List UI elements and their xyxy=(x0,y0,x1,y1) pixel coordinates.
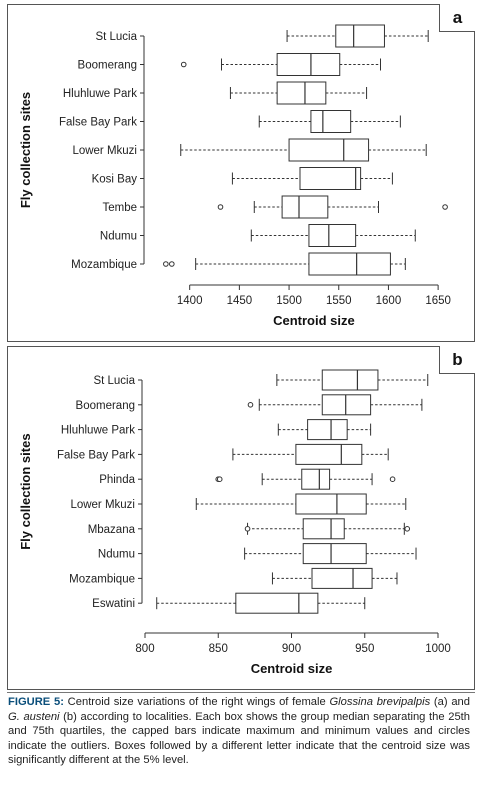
x-tick-label: 1500 xyxy=(276,295,302,307)
y-tick-label: Mozambique xyxy=(69,573,135,585)
caption-species-2: G. austeni xyxy=(8,710,60,723)
iqr-box xyxy=(295,493,367,515)
iqr-box xyxy=(302,543,367,565)
outlier-point xyxy=(389,476,396,482)
outlier-point xyxy=(247,402,254,408)
x-tick-label: 800 xyxy=(135,643,154,655)
caption-divider xyxy=(7,692,475,693)
x-tick-label: 1650 xyxy=(425,295,451,307)
iqr-box xyxy=(299,167,362,190)
x-tick-label: 1450 xyxy=(227,295,253,307)
iqr-box xyxy=(307,419,348,441)
iqr-box xyxy=(295,443,363,465)
outlier-point xyxy=(244,526,251,532)
iqr-box xyxy=(301,468,331,490)
y-tick-label: Eswatini xyxy=(92,598,135,610)
panel-letter-a: a xyxy=(439,4,475,32)
y-axis-title: Fly collection sites xyxy=(18,92,33,208)
caption-text-1: Centroid size variations of the right wi… xyxy=(63,696,330,708)
x-tick-label: 1550 xyxy=(326,295,352,307)
y-tick-label: False Bay Park xyxy=(59,117,137,129)
boxplot-chart-a: St Lucia Boomerang Hluhluwe Park False Bay … xyxy=(18,24,451,328)
x-axis-title: Centroid size xyxy=(273,313,355,328)
y-tick-label: Mbazana xyxy=(88,524,136,536)
iqr-box xyxy=(335,24,385,48)
caption-text-2: (a) and xyxy=(430,696,470,708)
x-tick-label: 950 xyxy=(355,643,374,655)
y-tick-label: St Lucia xyxy=(95,31,137,43)
x-tick-label: 900 xyxy=(282,643,301,655)
outlier-point xyxy=(217,204,224,210)
y-tick-label: Boomerang xyxy=(76,400,135,412)
iqr-box xyxy=(276,53,341,76)
y-tick-label: Boomerang xyxy=(78,60,137,72)
x-tick-label: 1000 xyxy=(425,643,451,655)
x-axis-title: Centroid size xyxy=(251,661,333,676)
iqr-box xyxy=(321,369,379,391)
x-tick-label: 1400 xyxy=(177,295,203,307)
y-tick-label: Tembe xyxy=(102,202,137,214)
panel-a: St Lucia Boomerang Hluhluwe Park False Bay … xyxy=(7,4,475,342)
iqr-box xyxy=(288,138,370,162)
outlier-point xyxy=(216,476,223,482)
x-tick-label: 1600 xyxy=(376,295,402,307)
iqr-box xyxy=(235,592,319,614)
iqr-box xyxy=(308,252,391,276)
iqr-box xyxy=(281,195,329,219)
figure-label: FIGURE 5: xyxy=(8,696,64,708)
y-tick-label: Kosi Bay xyxy=(92,174,138,186)
outlier-point xyxy=(169,261,175,267)
caption-species-1: Glossina brevipalpis xyxy=(329,696,431,708)
y-tick-label: Hluhluwe Park xyxy=(63,88,137,100)
outlier-point xyxy=(442,204,448,210)
y-tick-label: Ndumu xyxy=(98,549,135,561)
panel-b: St Lucia Boomerang Hluhluwe Park False Bay … xyxy=(7,346,475,690)
y-tick-label: St Lucia xyxy=(93,375,135,387)
iqr-box xyxy=(302,518,345,540)
panel-letter-b: b xyxy=(439,346,475,374)
y-tick-label: Lower Mkuzi xyxy=(70,499,135,511)
iqr-box xyxy=(321,394,372,416)
y-tick-label: Hluhluwe Park xyxy=(61,425,135,437)
iqr-box xyxy=(310,110,352,133)
y-tick-label: Ndumu xyxy=(100,231,137,243)
outlier-point xyxy=(404,526,411,532)
iqr-box xyxy=(308,224,357,247)
y-axis-title: Fly collection sites xyxy=(18,433,33,549)
iqr-box xyxy=(276,81,327,105)
y-tick-label: Mozambique xyxy=(71,259,137,271)
caption-text-3: (b) according to localities. Each box sh… xyxy=(8,710,471,767)
iqr-box xyxy=(311,567,373,589)
y-tick-label: Lower Mkuzi xyxy=(72,145,137,157)
x-tick-label: 850 xyxy=(209,643,228,655)
figure-caption: FIGURE 5: Centroid size variations of th… xyxy=(8,695,470,768)
y-tick-label: False Bay Park xyxy=(57,449,135,461)
outlier-point xyxy=(180,61,187,68)
outlier-point xyxy=(163,261,169,267)
y-tick-label: Phinda xyxy=(99,474,135,486)
boxplot-chart-b: St Lucia Boomerang Hluhluwe Park False Bay … xyxy=(18,369,451,676)
